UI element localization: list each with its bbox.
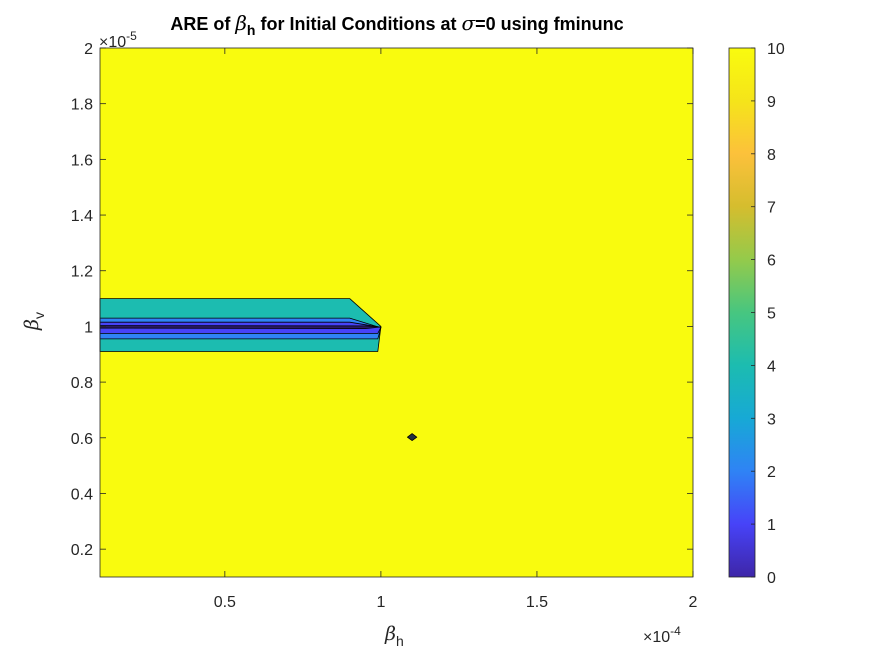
y-tick-label: 1.8 [71,97,93,114]
x-tick-label: 1.5 [526,594,548,611]
contour-plot-area [99,47,694,578]
y-exponent-label: ×10-5 [99,29,137,51]
colorbar-gradient [728,47,756,578]
plot-frame [99,47,694,578]
colorbar-tick-label: 7 [767,200,776,217]
x-exponent-label: ×10-4 [643,624,681,646]
x-axis-label: βh [384,623,404,649]
colorbar-tick-label: 1 [767,517,776,534]
y-tick-label: 1.6 [71,152,93,169]
colorbar-tick-label: 9 [767,94,776,111]
colorbar-tick-label: 3 [767,411,776,428]
y-tick-label: 1.2 [71,264,93,281]
colorbar-tick-label: 8 [767,147,776,164]
y-tick-label: 0.2 [71,542,93,559]
colorbar-tick-label: 6 [767,253,776,270]
x-tick-label: 1 [376,594,385,611]
colorbar-tick-label: 2 [767,464,776,481]
y-tick-label: 1.4 [71,208,93,225]
y-axis-label: βv [21,312,47,331]
colorbar: 0 1 2 3 4 5 6 7 8 9 10 [728,41,785,587]
x-tick-label: 0.5 [214,594,236,611]
colorbar-tick-label: 0 [767,570,776,587]
chart-title: ARE of βh for Initial Conditions at σ=0 … [170,11,623,38]
y-tick-label: 1 [84,319,93,336]
y-tick-label: 0.8 [71,375,93,392]
colorbar-tick-label: 5 [767,306,776,323]
colorbar-tick-label: 4 [767,358,776,375]
y-axis-ticks: 0.2 0.4 0.6 0.8 1 1.2 1.4 1.6 1.8 2 [71,41,693,559]
contour-region-band-level-0 [99,325,382,330]
x-tick-label: 2 [689,594,698,611]
y-tick-label: 0.6 [71,431,93,448]
y-tick-label: 2 [84,41,93,58]
contour-region-spot-near-1.1-0.6 [406,433,418,442]
colorbar-tick-label: 10 [767,41,785,58]
x-axis-ticks: 0.5 1 1.5 2 [214,48,698,611]
y-tick-label: 0.4 [71,486,93,503]
